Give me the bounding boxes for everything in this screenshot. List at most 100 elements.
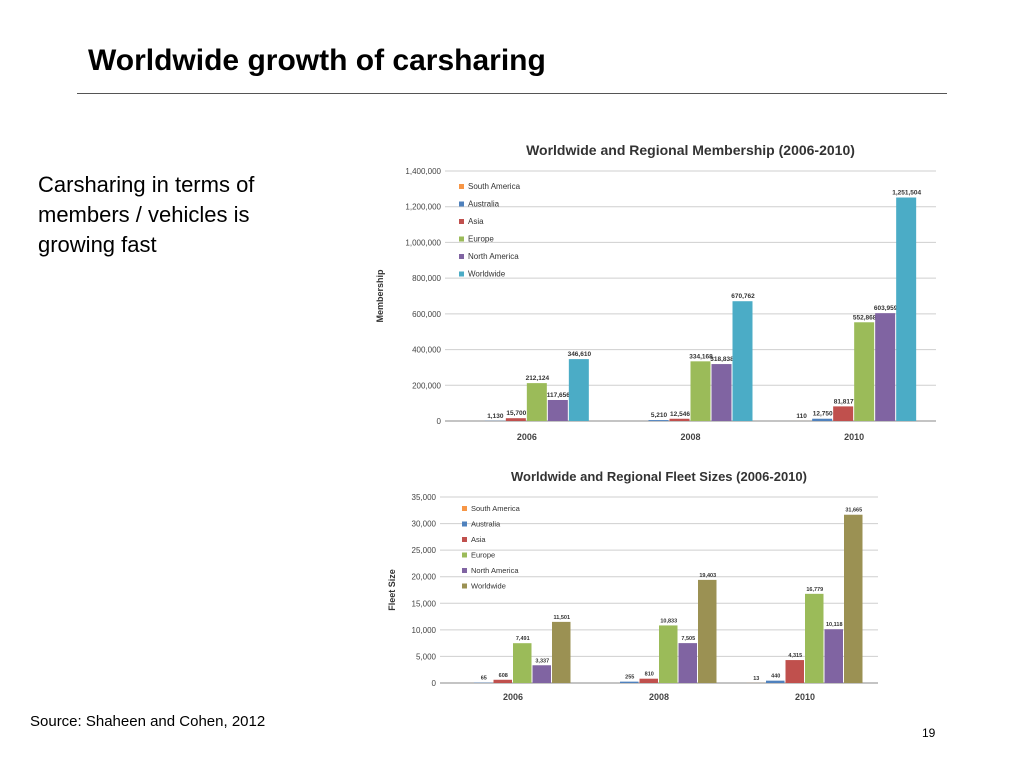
bar-north-america-2008: [711, 364, 732, 421]
x-category-label: 2008: [680, 432, 700, 442]
legend-entry: Australia: [468, 200, 500, 209]
y-tick-label: 800,000: [412, 274, 441, 283]
data-label: 7,505: [681, 636, 695, 642]
legend-swatch: [462, 521, 467, 527]
data-label: 1,251,504: [892, 190, 921, 197]
y-tick-label: 1,200,000: [405, 203, 441, 212]
legend-swatch: [459, 236, 464, 242]
bar-north-america-2010: [824, 629, 843, 683]
bar-worldwide-2008: [698, 579, 717, 683]
y-tick-label: 25,000: [412, 546, 437, 555]
data-label: 117,656: [547, 392, 571, 399]
data-label: 110: [796, 413, 807, 420]
x-category-label: 2010: [844, 432, 864, 442]
legend-entry: North America: [468, 252, 519, 261]
bar-north-america-2006: [547, 399, 568, 421]
legend-entry: North America: [471, 566, 519, 575]
legend-entry: Europe: [468, 235, 494, 244]
x-category-label: 2006: [503, 692, 523, 702]
data-label: 5,210: [651, 412, 668, 419]
data-label: 440: [771, 674, 780, 680]
source-citation: Source: Shaheen and Cohen, 2012: [30, 713, 266, 730]
bar-asia-2008: [639, 678, 658, 683]
legend-entry: Australia: [471, 520, 501, 529]
bar-europe-2008: [659, 625, 678, 683]
data-label: 318,838: [710, 356, 734, 363]
data-label: 11,501: [553, 615, 570, 621]
bar-north-america-2010: [875, 313, 896, 421]
chart-title: Worldwide and Regional Fleet Sizes (2006…: [511, 469, 807, 484]
y-tick-label: 400,000: [412, 346, 441, 355]
bar-asia-2010: [833, 406, 854, 421]
y-tick-label: 20,000: [412, 573, 437, 582]
data-label: 19,403: [699, 573, 716, 579]
legend-swatch: [459, 254, 464, 259]
bar-australia-2010: [812, 418, 833, 421]
y-axis-label: Membership: [375, 269, 385, 323]
data-label: 212,124: [526, 375, 550, 382]
bar-worldwide-2006: [568, 359, 589, 421]
bar-europe-2008: [690, 361, 711, 421]
y-tick-label: 35,000: [412, 493, 437, 502]
legend-entry: Asia: [471, 535, 486, 544]
bar-asia-2006: [493, 679, 512, 683]
title-divider: [77, 93, 947, 94]
data-label: 10,118: [826, 622, 843, 628]
legend-swatch: [462, 506, 467, 511]
data-label: 13: [753, 676, 759, 682]
data-label: 608: [499, 673, 508, 679]
bar-worldwide-2008: [732, 301, 753, 421]
page-number: 19: [922, 726, 936, 740]
bar-australia-2010: [766, 680, 785, 683]
data-label: 1,130: [487, 413, 504, 420]
membership-chart: Worldwide and Regional Membership (2006-…: [375, 142, 936, 442]
data-label: 12,750: [813, 411, 833, 418]
y-tick-label: 10,000: [412, 626, 437, 635]
bar-worldwide-2006: [552, 621, 571, 683]
legend-entry: South America: [471, 504, 521, 513]
data-label: 65: [481, 676, 487, 682]
data-label: 3,337: [535, 658, 549, 664]
bar-north-america-2006: [532, 665, 551, 683]
legend-swatch: [462, 537, 467, 542]
y-tick-label: 600,000: [412, 310, 441, 319]
data-label: 334,168: [689, 353, 713, 360]
data-label: 810: [645, 672, 654, 678]
bar-australia-2008: [620, 681, 639, 683]
data-label: 31,665: [845, 508, 862, 514]
bar-north-america-2008: [678, 643, 697, 683]
y-tick-label: 1,000,000: [405, 238, 441, 247]
fleet-size-chart: Worldwide and Regional Fleet Sizes (2006…: [387, 469, 878, 702]
legend-entry: Worldwide: [471, 582, 506, 591]
data-label: 670,762: [731, 293, 755, 300]
legend-swatch: [462, 583, 467, 589]
legend-entry: South America: [468, 182, 521, 191]
bar-worldwide-2010: [896, 197, 917, 421]
data-label: 346,610: [568, 351, 592, 358]
data-label: 15,700: [506, 410, 526, 417]
legend-swatch: [459, 201, 464, 207]
bar-australia-2008: [648, 420, 669, 421]
legend-entry: Worldwide: [468, 270, 506, 279]
y-tick-label: 30,000: [412, 520, 437, 529]
legend-swatch: [459, 184, 464, 189]
legend-entry: Asia: [468, 217, 484, 226]
y-tick-label: 0: [437, 417, 442, 426]
data-label: 552,868: [853, 314, 877, 321]
data-label: 10,833: [660, 618, 677, 624]
y-axis-label: Fleet Size: [387, 569, 397, 611]
x-category-label: 2008: [649, 692, 669, 702]
data-label: 255: [625, 675, 634, 681]
data-label: 81,817: [834, 398, 854, 405]
bar-europe-2006: [526, 383, 547, 421]
slide-title: Worldwide growth of carsharing: [88, 44, 546, 77]
y-tick-label: 0: [432, 679, 437, 688]
legend-entry: Europe: [471, 551, 495, 560]
bar-worldwide-2010: [844, 514, 863, 683]
x-category-label: 2006: [517, 432, 537, 442]
legend-swatch: [459, 219, 464, 224]
bar-europe-2006: [513, 643, 532, 683]
x-category-label: 2010: [795, 692, 815, 702]
y-tick-label: 1,400,000: [405, 167, 441, 176]
bar-asia-2006: [505, 418, 526, 421]
